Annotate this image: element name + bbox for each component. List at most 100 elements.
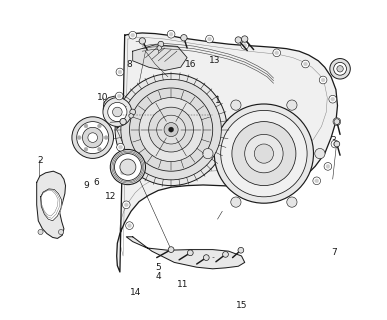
Circle shape xyxy=(84,124,88,128)
Text: 1: 1 xyxy=(215,96,220,105)
Circle shape xyxy=(120,171,124,175)
Text: 2: 2 xyxy=(37,156,43,164)
Text: 9: 9 xyxy=(84,181,89,190)
Circle shape xyxy=(207,37,211,41)
Circle shape xyxy=(326,164,330,168)
Circle shape xyxy=(117,143,124,151)
Circle shape xyxy=(241,42,248,49)
Circle shape xyxy=(254,144,274,163)
Circle shape xyxy=(333,142,337,146)
Circle shape xyxy=(287,197,297,207)
Circle shape xyxy=(115,154,141,180)
Circle shape xyxy=(241,36,248,42)
Text: 13: 13 xyxy=(209,56,220,65)
Circle shape xyxy=(321,78,325,82)
Circle shape xyxy=(205,35,213,43)
Circle shape xyxy=(243,44,247,47)
Circle shape xyxy=(115,74,227,186)
Circle shape xyxy=(58,229,63,235)
Circle shape xyxy=(77,122,109,154)
Circle shape xyxy=(334,141,340,147)
Circle shape xyxy=(221,110,307,197)
Text: 16: 16 xyxy=(185,60,196,68)
Text: 8: 8 xyxy=(127,60,132,68)
Circle shape xyxy=(334,119,340,124)
Circle shape xyxy=(169,32,173,36)
Circle shape xyxy=(108,102,127,122)
Circle shape xyxy=(337,66,343,72)
Polygon shape xyxy=(103,96,128,128)
Circle shape xyxy=(130,109,135,115)
Circle shape xyxy=(98,147,101,151)
Circle shape xyxy=(117,94,121,98)
Circle shape xyxy=(181,35,187,41)
Circle shape xyxy=(333,118,341,125)
Text: 3: 3 xyxy=(330,136,336,145)
Circle shape xyxy=(329,95,337,103)
Circle shape xyxy=(122,201,130,209)
Circle shape xyxy=(124,203,128,207)
Circle shape xyxy=(129,31,137,39)
Polygon shape xyxy=(133,45,187,70)
Text: 4: 4 xyxy=(136,159,142,168)
Circle shape xyxy=(315,148,325,159)
Circle shape xyxy=(157,115,185,144)
Circle shape xyxy=(335,120,339,124)
Circle shape xyxy=(115,92,123,100)
Circle shape xyxy=(88,133,98,142)
Circle shape xyxy=(139,38,146,44)
Circle shape xyxy=(313,177,320,185)
Circle shape xyxy=(331,97,335,101)
Text: 5: 5 xyxy=(136,149,142,158)
Circle shape xyxy=(273,49,281,57)
Circle shape xyxy=(120,118,126,125)
Circle shape xyxy=(231,100,241,110)
Text: 4: 4 xyxy=(156,272,161,281)
Circle shape xyxy=(110,149,146,185)
Polygon shape xyxy=(37,171,65,238)
Circle shape xyxy=(139,98,203,162)
Circle shape xyxy=(315,179,319,183)
Circle shape xyxy=(231,197,241,207)
Circle shape xyxy=(38,229,43,235)
Circle shape xyxy=(121,79,221,180)
Circle shape xyxy=(158,41,164,47)
Circle shape xyxy=(169,127,174,132)
Circle shape xyxy=(334,62,346,75)
Circle shape xyxy=(129,114,134,118)
Circle shape xyxy=(119,169,126,177)
Circle shape xyxy=(203,148,213,159)
Circle shape xyxy=(168,247,174,252)
Circle shape xyxy=(238,247,244,253)
Circle shape xyxy=(82,127,103,148)
Text: 15: 15 xyxy=(236,301,247,310)
Polygon shape xyxy=(126,237,245,269)
Circle shape xyxy=(126,222,134,229)
Circle shape xyxy=(319,76,327,84)
Circle shape xyxy=(72,117,113,158)
Circle shape xyxy=(157,46,161,50)
Circle shape xyxy=(130,88,213,171)
Text: 11: 11 xyxy=(176,280,188,289)
Circle shape xyxy=(331,140,339,148)
Text: 7: 7 xyxy=(331,248,337,257)
Circle shape xyxy=(120,159,136,175)
Circle shape xyxy=(235,37,241,43)
Circle shape xyxy=(324,163,332,170)
Circle shape xyxy=(223,252,228,257)
Circle shape xyxy=(119,145,122,149)
Text: 6: 6 xyxy=(93,178,99,187)
Circle shape xyxy=(164,123,178,137)
Circle shape xyxy=(232,122,296,186)
Circle shape xyxy=(113,107,122,117)
Text: 14: 14 xyxy=(130,288,142,297)
Circle shape xyxy=(214,104,313,203)
Circle shape xyxy=(204,255,209,260)
Circle shape xyxy=(303,62,307,66)
Text: 5: 5 xyxy=(156,263,161,272)
Circle shape xyxy=(187,250,193,256)
Circle shape xyxy=(128,224,132,228)
Circle shape xyxy=(118,70,122,74)
Circle shape xyxy=(131,33,135,37)
Circle shape xyxy=(330,59,350,79)
